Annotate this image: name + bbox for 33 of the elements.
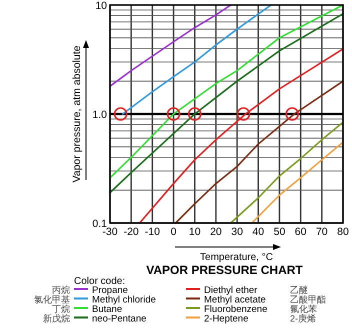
x-tick-label: 70 [316, 226, 328, 238]
y-axis-title: Vapor pressure, atm absolute [71, 45, 83, 182]
legend-label: Methyl chloride [92, 294, 156, 306]
x-tick-label: 30 [231, 226, 244, 238]
legend-label: Butane [92, 304, 122, 315]
text: 丁烷 [52, 304, 70, 314]
legend-label: Fluorobenzene [204, 304, 268, 315]
legend-label: neo-Pentane [92, 314, 146, 324]
text: 乙酸甲酯 [290, 294, 326, 304]
x-tick-label: 80 [337, 226, 349, 238]
x-tick-label: 50 [274, 226, 286, 238]
x-tick-label: 60 [294, 226, 307, 238]
y-tick-label: 1.0 [92, 109, 108, 121]
text: 乙醚 [290, 285, 308, 295]
x-axis-title: Temperature, °C [200, 252, 273, 263]
legend-label: Methyl acetate [204, 294, 266, 306]
text: VAPOR PRESSURE CHART [146, 263, 304, 277]
legend-label: 2-Heptene [204, 314, 248, 324]
x-tick-label: 20 [210, 226, 222, 238]
legend-label: Propane [92, 285, 128, 296]
text: 2-庚烯 [290, 314, 316, 324]
text: 氯化甲基 [34, 294, 70, 304]
legend-label: Diethyl ether [204, 285, 258, 296]
y-tick-label: 10 [95, 0, 108, 12]
x-tick-label: 0 [170, 226, 177, 238]
text: 新戊烷 [43, 314, 70, 324]
text: 氟化苯 [290, 304, 317, 314]
x-tick-label: 10 [188, 226, 201, 238]
x-tick-label: -10 [144, 226, 160, 238]
x-tick-label: -20 [124, 226, 139, 238]
legend-title: Color code: [74, 276, 126, 287]
text: 丙烷 [52, 285, 70, 295]
x-tick-label: 40 [252, 226, 264, 238]
